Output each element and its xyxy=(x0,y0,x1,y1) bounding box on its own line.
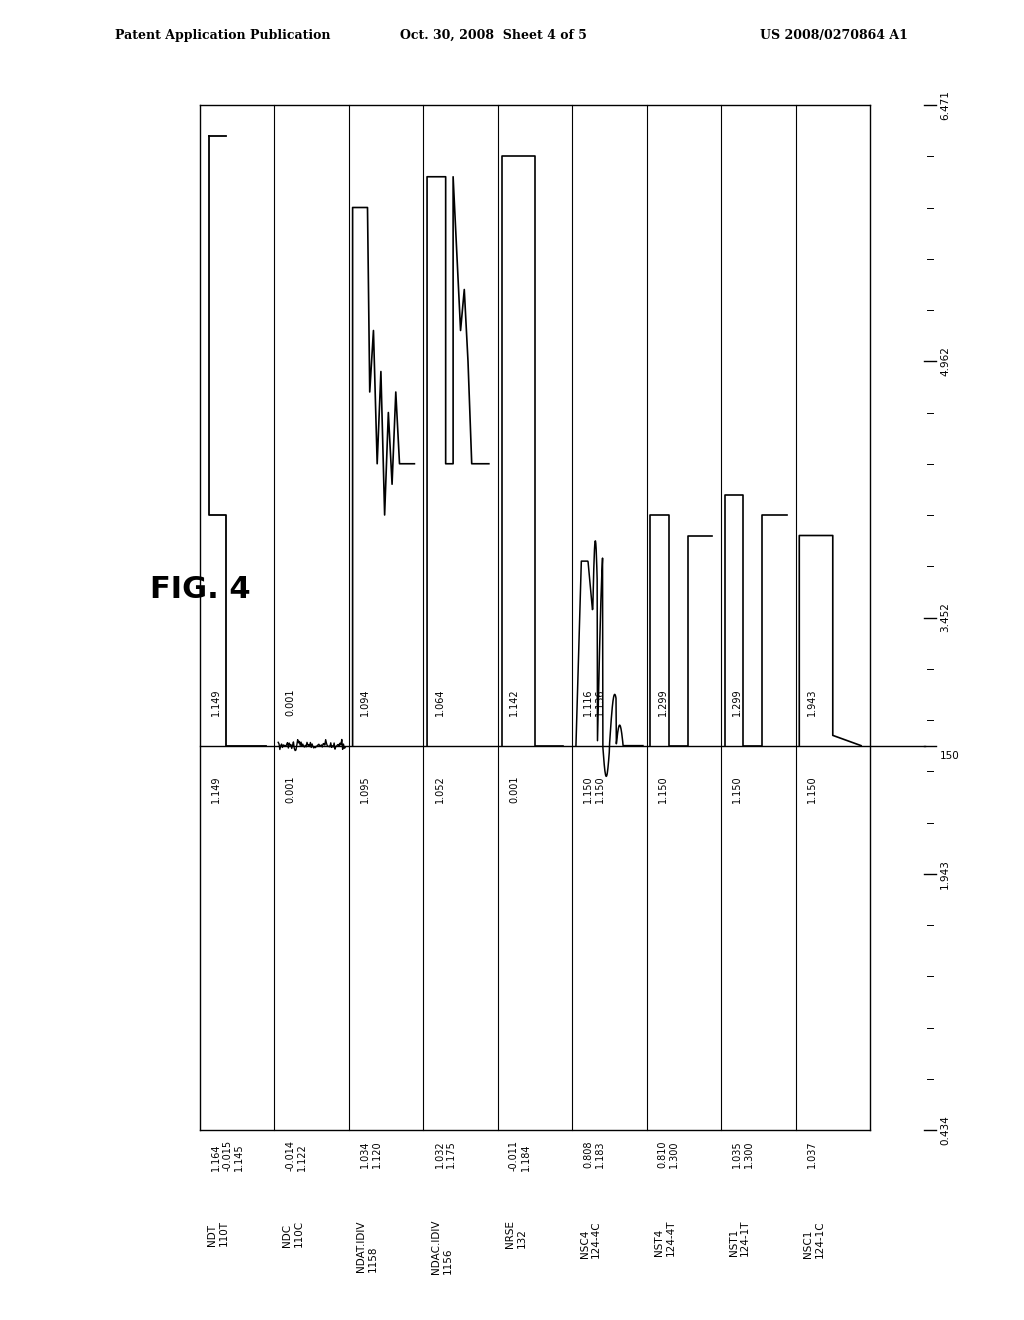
Text: NSC4
124-4C: NSC4 124-4C xyxy=(580,1220,601,1258)
Text: 1.064: 1.064 xyxy=(434,688,444,715)
Text: NDAT.IDIV
1158: NDAT.IDIV 1158 xyxy=(356,1220,378,1271)
Text: 1.094: 1.094 xyxy=(360,688,370,715)
Text: 0.434: 0.434 xyxy=(940,1115,950,1144)
Text: 1.032
1.175: 1.032 1.175 xyxy=(434,1140,456,1168)
Text: 0.001: 0.001 xyxy=(509,776,519,803)
Text: NDT
110T: NDT 110T xyxy=(208,1220,229,1246)
Text: 1.299: 1.299 xyxy=(732,688,742,715)
Text: NRSE
132: NRSE 132 xyxy=(505,1220,526,1247)
Text: 1.164
-0.015
1.145: 1.164 -0.015 1.145 xyxy=(211,1140,245,1171)
Text: -0.014
1.122: -0.014 1.122 xyxy=(286,1140,307,1171)
Text: NST4
124-4T: NST4 124-4T xyxy=(654,1220,676,1257)
Text: 0.001: 0.001 xyxy=(286,776,296,803)
Text: 1.149: 1.149 xyxy=(211,688,221,715)
Text: FIG. 4: FIG. 4 xyxy=(150,576,251,605)
Text: 1.150: 1.150 xyxy=(657,776,668,804)
Text: NDAC.IDIV
1156: NDAC.IDIV 1156 xyxy=(431,1220,453,1275)
Text: 1.037: 1.037 xyxy=(807,1140,817,1168)
Text: 1.943: 1.943 xyxy=(807,688,817,715)
Text: 1.034
1.120: 1.034 1.120 xyxy=(360,1140,382,1168)
Text: 1.149: 1.149 xyxy=(211,776,221,803)
Text: US 2008/0270864 A1: US 2008/0270864 A1 xyxy=(760,29,908,41)
Text: 1.052: 1.052 xyxy=(434,776,444,804)
Text: 1.299: 1.299 xyxy=(657,688,668,715)
Text: 1.142: 1.142 xyxy=(509,688,519,715)
Text: 0.808
1.183: 0.808 1.183 xyxy=(584,1140,605,1167)
Text: 1.943: 1.943 xyxy=(940,859,950,888)
Text: Oct. 30, 2008  Sheet 4 of 5: Oct. 30, 2008 Sheet 4 of 5 xyxy=(400,29,587,41)
Text: 6.471: 6.471 xyxy=(940,90,950,120)
Text: NST1
124-1T: NST1 124-1T xyxy=(728,1220,751,1257)
Text: 3.452: 3.452 xyxy=(940,602,950,632)
Text: 1.150: 1.150 xyxy=(732,776,742,804)
Text: NDC
110C: NDC 110C xyxy=(282,1220,303,1247)
Text: 1.095: 1.095 xyxy=(360,776,370,804)
Text: 1.150
1.150: 1.150 1.150 xyxy=(584,776,605,804)
Text: 4.962: 4.962 xyxy=(940,346,950,376)
Text: 0.810
1.300: 0.810 1.300 xyxy=(657,1140,680,1167)
Text: Patent Application Publication: Patent Application Publication xyxy=(115,29,331,41)
Text: 150: 150 xyxy=(940,751,959,760)
Text: 0.001: 0.001 xyxy=(286,688,296,715)
Text: 1.116
1.136: 1.116 1.136 xyxy=(584,688,605,715)
Text: NSC1
124-1C: NSC1 124-1C xyxy=(803,1220,824,1258)
Text: 1.150: 1.150 xyxy=(807,776,817,804)
Text: -0.011
1.184: -0.011 1.184 xyxy=(509,1140,530,1171)
Text: 1.035
1.300: 1.035 1.300 xyxy=(732,1140,754,1168)
